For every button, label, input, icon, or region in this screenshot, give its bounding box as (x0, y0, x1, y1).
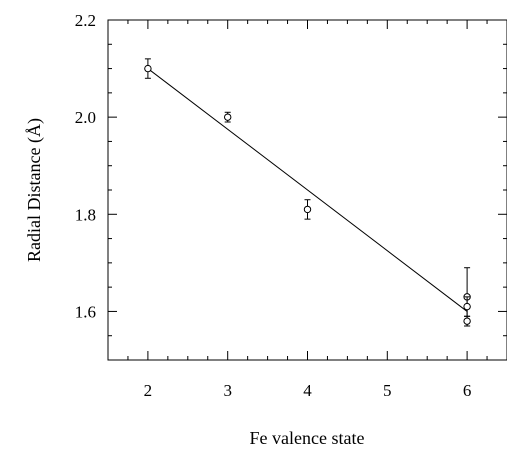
x-axis-label: Fe valence state (250, 428, 365, 448)
data-point (463, 317, 471, 325)
x-tick-label: 3 (223, 381, 232, 400)
y-tick-label: 1.8 (75, 205, 96, 224)
x-tick-label: 4 (303, 381, 312, 400)
y-tick-label: 1.6 (75, 302, 96, 321)
y-tick-labels: 1.6 1.8 2.0 2.2 (75, 11, 96, 321)
data-point (463, 302, 471, 311)
data-point (303, 205, 312, 214)
data-point (224, 113, 232, 121)
x-tick-labels: 2 3 4 5 6 (144, 381, 472, 400)
x-tick-label: 2 (144, 381, 153, 400)
tick-marks (108, 19, 507, 360)
x-tick-label: 6 (463, 381, 472, 400)
fit-line-group (147, 68, 468, 312)
fit-line (147, 68, 468, 312)
data-point (144, 64, 152, 73)
y-axis-label: Radial Distance (Å) (24, 118, 45, 262)
y-tick-label: 2.2 (75, 11, 96, 30)
x-tick-label: 5 (383, 381, 392, 400)
data-points (144, 58, 471, 327)
y-tick-label: 2.0 (75, 108, 96, 127)
